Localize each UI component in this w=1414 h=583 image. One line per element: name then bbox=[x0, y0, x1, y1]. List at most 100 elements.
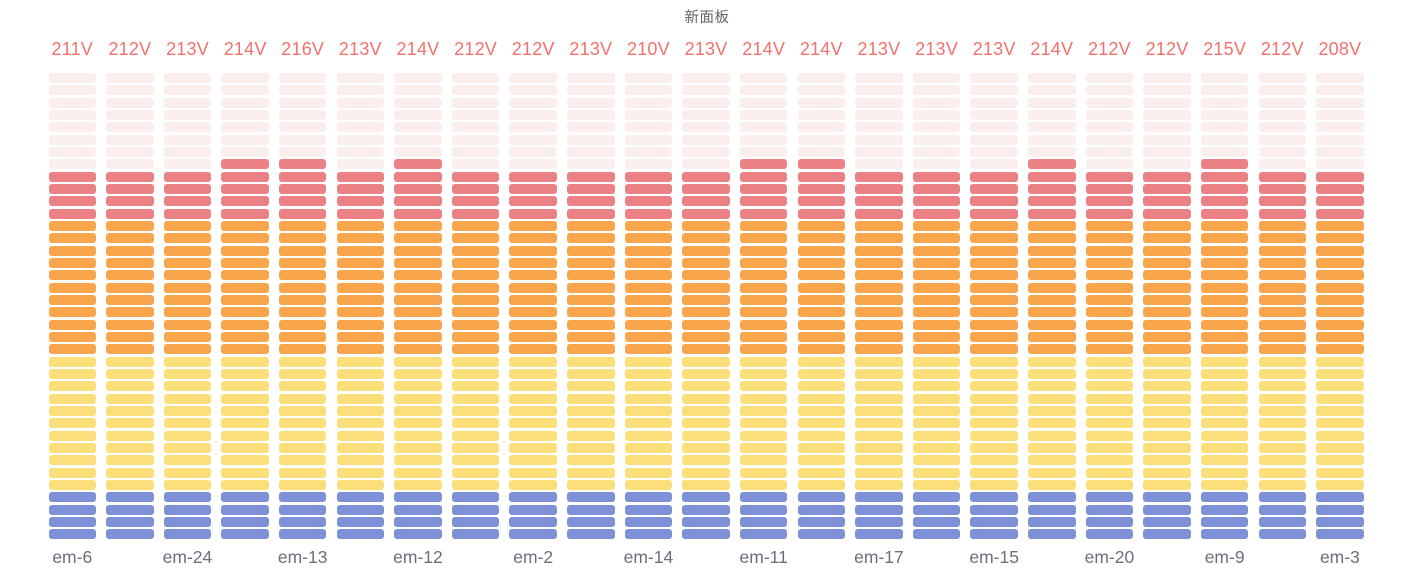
gauge-segment bbox=[1200, 344, 1249, 355]
gauge-segment bbox=[336, 245, 385, 256]
gauge-segment bbox=[912, 146, 961, 157]
gauge-segment bbox=[624, 405, 673, 416]
gauge-segment bbox=[624, 257, 673, 268]
gauge-segment bbox=[221, 529, 269, 540]
gauge-segment bbox=[221, 356, 269, 367]
gauge-segment bbox=[451, 393, 500, 404]
gauge-segment bbox=[1143, 455, 1191, 466]
gauge-segment bbox=[1143, 245, 1191, 256]
gauge-segment bbox=[855, 196, 903, 207]
gauge-segment bbox=[278, 393, 327, 404]
gauge-segment bbox=[163, 208, 212, 219]
gauge-segment bbox=[1316, 307, 1364, 318]
gauge-segment bbox=[451, 467, 500, 478]
gauge-segment bbox=[912, 430, 961, 441]
gauge-segment bbox=[970, 220, 1018, 231]
gauge-segment bbox=[336, 393, 385, 404]
gauge-segment bbox=[912, 282, 961, 293]
gauge-segment bbox=[1085, 442, 1134, 453]
gauge-segment bbox=[451, 504, 500, 515]
gauge-segment bbox=[451, 85, 500, 96]
gauge-segment bbox=[451, 122, 500, 133]
gauge-segment bbox=[1200, 233, 1249, 244]
gauge-segment bbox=[739, 196, 788, 207]
gauge-segment bbox=[48, 529, 96, 540]
gauge-segment bbox=[912, 97, 961, 108]
gauge-segment bbox=[682, 442, 730, 453]
gauge-segment bbox=[624, 307, 673, 318]
gauge-segment bbox=[394, 282, 442, 293]
gauge-segment bbox=[1200, 257, 1249, 268]
gauge-segment bbox=[855, 356, 903, 367]
gauge-segment bbox=[1258, 220, 1307, 231]
gauge-segment bbox=[451, 196, 500, 207]
gauge-segment bbox=[567, 146, 615, 157]
gauge-segment bbox=[106, 442, 154, 453]
gauge-segment bbox=[336, 294, 385, 305]
gauge-segment bbox=[567, 294, 615, 305]
gauge-segment bbox=[682, 319, 730, 330]
gauge-segment bbox=[739, 245, 788, 256]
gauge-segment bbox=[394, 393, 442, 404]
gauge-segment bbox=[451, 307, 500, 318]
gauge-segment bbox=[1085, 393, 1134, 404]
gauge-segment bbox=[336, 146, 385, 157]
gauge-segment bbox=[855, 492, 903, 503]
gauge-segment bbox=[394, 122, 442, 133]
gauge-segment bbox=[221, 344, 269, 355]
panel-title[interactable]: 新面板 bbox=[684, 10, 730, 26]
gauge-segment bbox=[1258, 455, 1307, 466]
gauge-segment bbox=[912, 393, 961, 404]
gauge-segment bbox=[1085, 208, 1134, 219]
gauge-segment bbox=[1143, 171, 1191, 182]
gauge-segment bbox=[48, 245, 96, 256]
gauge-segment bbox=[1200, 282, 1249, 293]
gauge-value-label: 212V bbox=[108, 39, 152, 59]
gauge-segment bbox=[278, 196, 327, 207]
gauge-segment bbox=[1143, 405, 1191, 416]
gauge-segment bbox=[682, 479, 730, 490]
gauge-segment bbox=[797, 344, 846, 355]
gauge-segment bbox=[912, 183, 961, 194]
gauge-segment bbox=[48, 368, 96, 379]
gauge-segment bbox=[509, 467, 557, 478]
gauge-segment bbox=[394, 331, 442, 342]
gauge-segment bbox=[106, 183, 154, 194]
gauge-segment bbox=[509, 442, 557, 453]
gauge-segment bbox=[336, 368, 385, 379]
gauge-segment bbox=[682, 294, 730, 305]
gauge-segment bbox=[1143, 479, 1191, 490]
gauge-segment bbox=[278, 405, 327, 416]
gauge-segment bbox=[739, 270, 788, 281]
gauge-segment bbox=[509, 344, 557, 355]
gauge-segment bbox=[682, 418, 730, 429]
gauge-segment bbox=[451, 233, 500, 244]
gauge-segment bbox=[1143, 134, 1191, 145]
gauge-segment bbox=[221, 479, 269, 490]
gauge-segment bbox=[163, 529, 212, 540]
gauge-segment bbox=[682, 356, 730, 367]
gauge-segment bbox=[509, 97, 557, 108]
gauge-segment bbox=[163, 368, 212, 379]
gauge-segment bbox=[221, 159, 269, 170]
gauge-segment bbox=[336, 257, 385, 268]
gauge-segment bbox=[394, 196, 442, 207]
gauge-segment bbox=[48, 134, 96, 145]
gauge-segment bbox=[163, 183, 212, 194]
gauge-segment bbox=[797, 516, 846, 527]
gauge-segment bbox=[48, 257, 96, 268]
gauge-segment bbox=[1200, 134, 1249, 145]
gauge-segment bbox=[1085, 270, 1134, 281]
gauge-segment bbox=[1316, 122, 1364, 133]
gauge-segment bbox=[106, 405, 154, 416]
gauge-segment bbox=[1316, 516, 1364, 527]
gauge-segment bbox=[739, 442, 788, 453]
gauge-segment bbox=[1143, 208, 1191, 219]
gauge-segment bbox=[278, 418, 327, 429]
gauge-segment bbox=[567, 356, 615, 367]
gauge-segment bbox=[221, 183, 269, 194]
gauge-segment bbox=[1258, 467, 1307, 478]
gauge-segment bbox=[970, 146, 1018, 157]
gauge-segment bbox=[912, 196, 961, 207]
gauge-segment bbox=[1085, 196, 1134, 207]
